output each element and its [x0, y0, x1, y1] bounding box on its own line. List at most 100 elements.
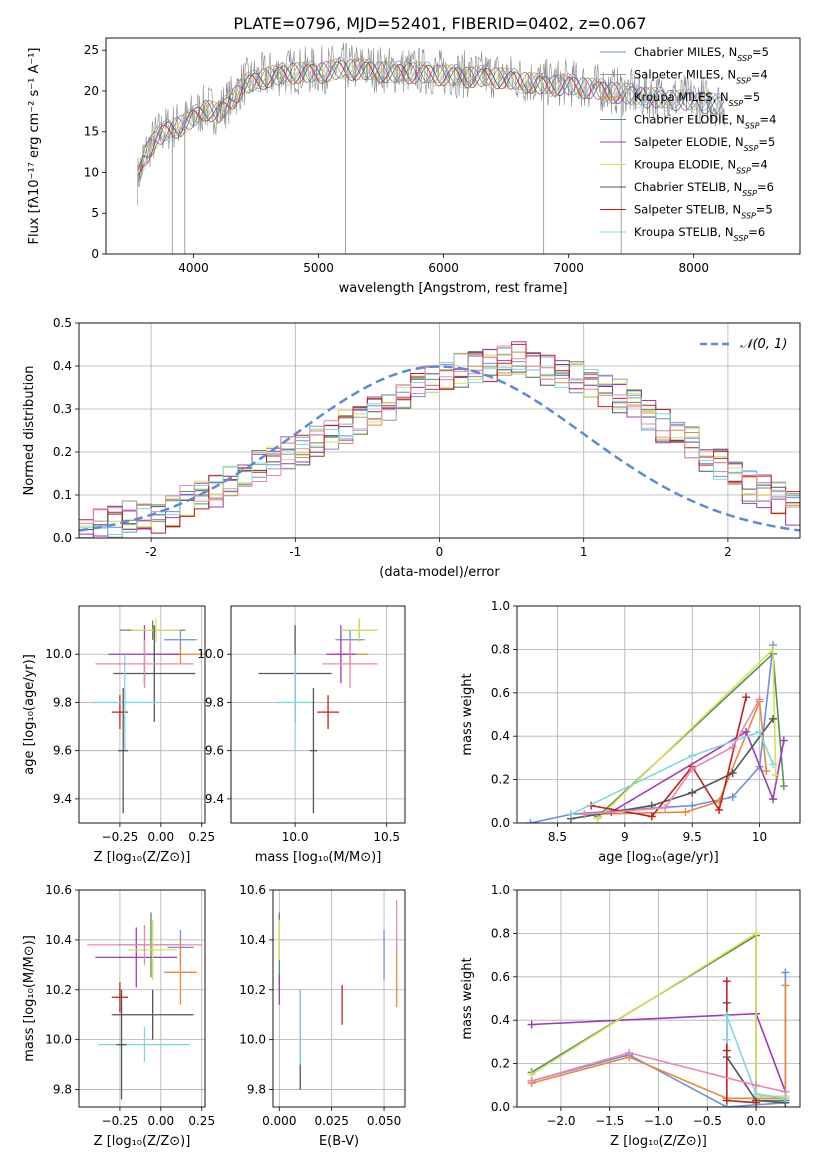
legend-count: =5 [756, 203, 773, 217]
x-axis-label: E(B-V) [319, 1134, 359, 1149]
y-tick-label: 0.0 [491, 1100, 510, 1114]
observed-spectrum-line [137, 42, 725, 206]
axes-frame [105, 37, 801, 255]
y-tick-label: 10.6 [239, 883, 266, 897]
legend-subscript: SSP [741, 211, 756, 220]
axes-frame [272, 889, 406, 1108]
plus-marker [742, 727, 751, 736]
error-point [164, 939, 197, 1005]
y-tick-label: 10.0 [45, 1033, 72, 1047]
plus-marker [566, 810, 575, 819]
x-tick-label: 0.25 [188, 830, 215, 844]
y-tick-label: 9.4 [53, 792, 72, 806]
x-tick-label: 0.25 [188, 1114, 215, 1128]
x-tick-label: 0.0 [747, 1114, 766, 1128]
plus-marker [781, 968, 790, 977]
errorbar-points [258, 618, 378, 814]
y-tick-label: 0.8 [491, 926, 510, 940]
plus-marker [762, 766, 771, 775]
y-tick-label: 0.0 [491, 816, 510, 830]
y-tick-label: 0.2 [491, 773, 510, 787]
y-axis-label: Flux [fλ10⁻¹⁷ erg cm⁻² s⁻¹ A⁻¹] [27, 48, 42, 245]
y-tick-label: 5 [91, 206, 99, 220]
plus-marker [527, 1076, 536, 1085]
x-tick-label: −0.25 [102, 830, 139, 844]
error-point [116, 989, 127, 1100]
plus-marker [688, 751, 697, 760]
x-tick-label: -2 [145, 545, 157, 559]
histogram-legend: 𝒩(0, 1) [700, 337, 787, 352]
y-tick-label: 9.4 [205, 792, 224, 806]
histogram-step-line [79, 343, 800, 534]
y-tick-label: 9.8 [53, 695, 72, 709]
y-tick-label: 10.0 [45, 647, 72, 661]
model-spectrum-line [138, 59, 725, 170]
x-tick-label: 5000 [303, 261, 334, 275]
x-tick-label: 0.000 [262, 1114, 296, 1128]
x-tick-label: 0.025 [314, 1114, 348, 1128]
plus-marker [755, 727, 764, 736]
errorbar-points [278, 899, 398, 1090]
histogram-step-line [79, 353, 800, 535]
x-tick-label: 9 [621, 830, 629, 844]
mass-weight-series [722, 1011, 790, 1103]
legend-entry: Kroupa STELIB, NSSP=6 [634, 225, 765, 243]
error-point [340, 618, 378, 643]
axes-frame [78, 605, 206, 824]
errorbar-panel: 0.000 0.025 0.050 9.8 10.0 10.2 10.4 10.6 E(B-V) [239, 883, 406, 1149]
y-tick-label: 10.0 [239, 1033, 266, 1047]
plus-marker [688, 764, 697, 773]
axes-frame [78, 322, 801, 539]
legend-count: =4 [760, 113, 777, 127]
plus-marker [722, 977, 731, 986]
axes-frame [230, 605, 406, 824]
error-point [87, 924, 202, 965]
plus-marker [771, 771, 780, 780]
plus-marker [728, 792, 737, 801]
legend-entry: Chabrier MILES, NSSP=5 [634, 45, 769, 63]
legend-entry: Chabrier STELIB, NSSP=6 [634, 180, 774, 198]
y-axis-label: mass weight [460, 957, 475, 1039]
spectrum-lines [137, 42, 725, 254]
x-tick-label: −0.5 [693, 1114, 722, 1128]
plus-marker [526, 819, 535, 823]
mass-weight-panel: 8.5 9 9.5 10 0.0 0.2 0.4 0.6 0.8 1.0 age [log₁₀(ag… [460, 599, 801, 865]
panels: 4000 5000 6000 7000 80000510152025wavelength… [22, 37, 801, 1149]
mass-weight-series [580, 695, 764, 819]
histogram-step-line [79, 354, 800, 528]
legend-subscript: SSP [729, 99, 744, 108]
x-tick-label: 0 [436, 545, 444, 559]
legend-entry: Chabrier ELODIE, NSSP=4 [634, 113, 776, 131]
y-tick-label: 10.2 [45, 983, 72, 997]
y-tick-label: 0.5 [53, 316, 72, 330]
plus-marker [781, 981, 790, 990]
x-tick-label: 9.5 [683, 830, 702, 844]
error-point [92, 654, 158, 751]
x-tick-label: −0.25 [102, 1114, 139, 1128]
mass-weight-line [610, 730, 785, 813]
errorbar-panel: −0.25 0.00 0.25 9.4 9.6 9.8 10.0 Z [log₁₀(Z/Z⊙)… [22, 605, 215, 865]
x-tick-label: 2 [724, 545, 732, 559]
y-tick-label: 0.1 [53, 488, 72, 502]
x-axis-label: age [log₁₀(age/yr)] [598, 850, 719, 865]
plus-marker [722, 1011, 731, 1020]
plus-marker [781, 1087, 790, 1096]
y-tick-label: 0.0 [53, 531, 72, 545]
y-axis-label: mass [log₁₀(M/M⊙)] [22, 935, 37, 1062]
y-tick-label: 25 [84, 43, 99, 57]
mass-weight-series [566, 727, 778, 819]
x-tick-label: 6000 [428, 261, 459, 275]
y-tick-label: 1.0 [491, 599, 510, 613]
x-tick-label: −1.0 [644, 1114, 673, 1128]
plus-marker [722, 1096, 731, 1105]
y-tick-label: 10.6 [45, 883, 72, 897]
legend-entry: Salpeter STELIB, NSSP=5 [634, 203, 773, 221]
plus-marker [625, 1048, 634, 1057]
model-spectrum-line [138, 58, 725, 187]
legend-entry: Kroupa ELODIE, NSSP=4 [634, 158, 768, 176]
error-point [276, 654, 314, 751]
x-tick-label: 0.00 [147, 1114, 174, 1128]
error-point [326, 625, 356, 684]
model-spectrum-line [138, 61, 724, 186]
